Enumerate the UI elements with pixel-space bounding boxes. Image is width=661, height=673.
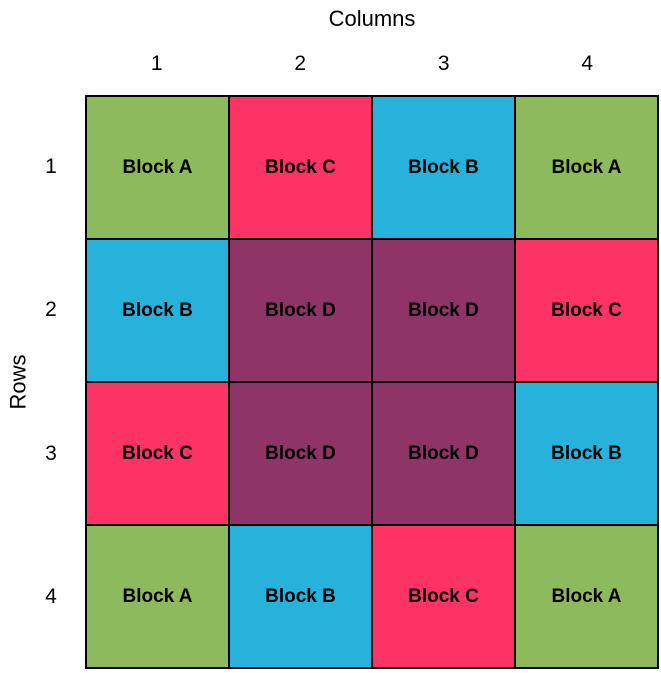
- grid-cell: Block C: [515, 239, 658, 382]
- cell-label: Block C: [551, 299, 622, 321]
- cell-label: Block D: [408, 442, 479, 464]
- row-tick-label: 2: [45, 298, 57, 322]
- cell-label: Block C: [122, 442, 193, 464]
- column-tick-labels: 1 2 3 4: [85, 46, 659, 82]
- cell-label: Block A: [551, 585, 622, 607]
- grid-cell: Block C: [86, 382, 229, 525]
- row-tick-label: 1: [45, 154, 57, 178]
- rows-axis-title: Rows: [5, 354, 31, 410]
- grid-cell: Block D: [229, 382, 372, 525]
- grid-cell: Block D: [229, 239, 372, 382]
- row-tick-label: 4: [45, 585, 57, 609]
- grid-cell: Block A: [86, 525, 229, 668]
- grid-cell: Block D: [372, 382, 515, 525]
- cell-label: Block B: [122, 299, 193, 321]
- cell-label: Block A: [122, 156, 193, 178]
- grid-cell: Block A: [515, 96, 658, 239]
- column-tick-label: 4: [581, 52, 594, 75]
- column-tick-label: 1: [150, 52, 163, 75]
- cell-label: Block A: [122, 585, 193, 607]
- columns-axis-title: Columns: [328, 6, 416, 31]
- cell-label: Block C: [265, 156, 336, 178]
- column-tick-label: 3: [437, 52, 450, 75]
- column-tick-label: 2: [294, 52, 307, 75]
- grid-cell: Block A: [86, 96, 229, 239]
- row-tick-label: 3: [45, 441, 57, 465]
- grid-cell: Block D: [372, 239, 515, 382]
- cell-label: Block D: [265, 442, 336, 464]
- grid-cell: Block C: [372, 525, 515, 668]
- cell-label: Block B: [551, 442, 622, 464]
- grid-cell: Block B: [229, 525, 372, 668]
- grid-cell: Block B: [372, 96, 515, 239]
- grid-cell: Block B: [515, 382, 658, 525]
- grid-cell: Block C: [229, 96, 372, 239]
- row-tick-labels: 1 2 3 4: [30, 95, 72, 669]
- cell-label: Block B: [408, 156, 479, 178]
- grid-cell: Block B: [86, 239, 229, 382]
- cell-label: Block D: [265, 299, 336, 321]
- cell-label: Block C: [408, 585, 479, 607]
- grid-cell: Block A: [515, 525, 658, 668]
- cell-label: Block D: [408, 299, 479, 321]
- cell-label: Block B: [265, 585, 336, 607]
- cell-label: Block A: [551, 156, 622, 178]
- block-grid: Block A Block C Block B Block A Block B Block…: [85, 95, 659, 669]
